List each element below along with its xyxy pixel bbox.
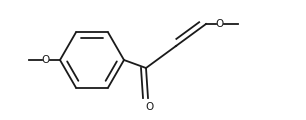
Text: O: O <box>42 55 50 65</box>
Text: O: O <box>216 19 224 29</box>
Text: O: O <box>146 102 154 112</box>
